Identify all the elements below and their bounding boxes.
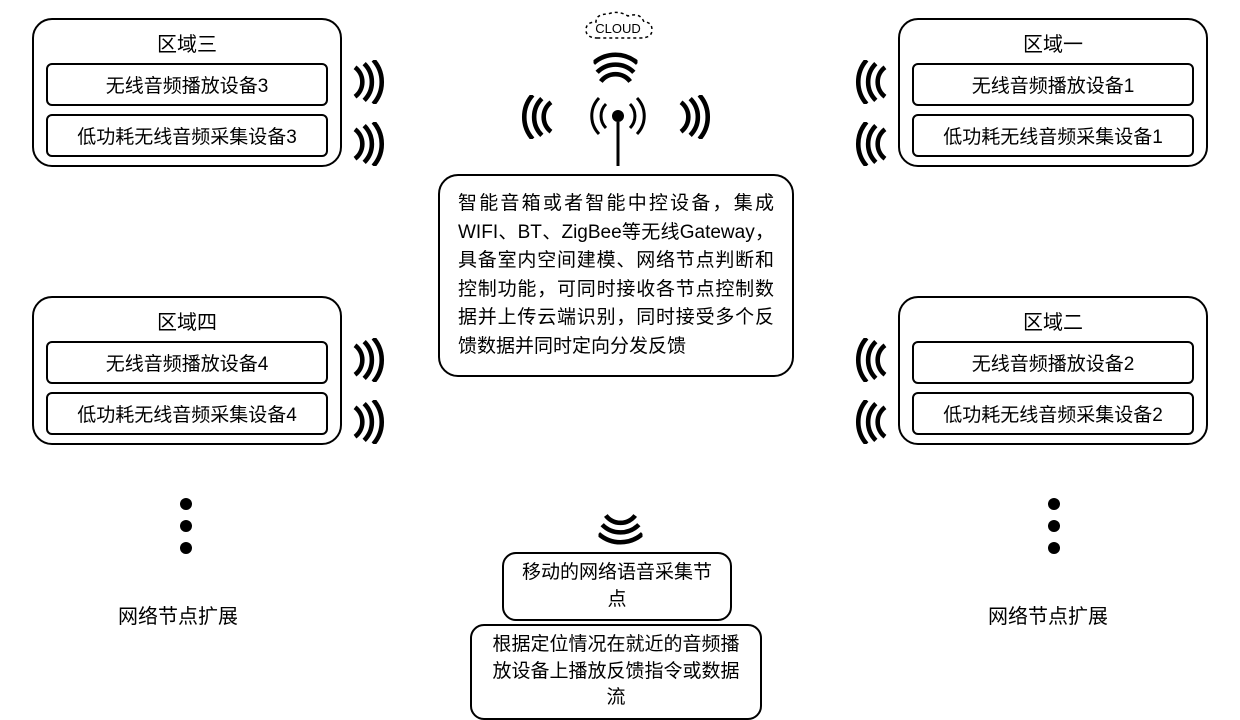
zone-3-device-1: 无线音频播放设备3 — [46, 63, 328, 106]
center-hub: 智能音箱或者智能中控设备，集成WIFI、BT、ZigBee等无线Gateway，… — [438, 174, 794, 377]
zone-3: 区域三 无线音频播放设备3 低功耗无线音频采集设备3 — [32, 18, 342, 167]
zone-4: 区域四 无线音频播放设备4 低功耗无线音频采集设备4 — [32, 296, 342, 445]
zone-1: 区域一 无线音频播放设备1 低功耗无线音频采集设备1 — [898, 18, 1208, 167]
zone-3-title: 区域三 — [46, 28, 328, 57]
wifi-icon — [346, 400, 386, 449]
zone-2-device-1: 无线音频播放设备2 — [912, 341, 1194, 384]
zone-1-device-1: 无线音频播放设备1 — [912, 63, 1194, 106]
zone-4-device-1: 无线音频播放设备4 — [46, 341, 328, 384]
zone-2-device-2: 低功耗无线音频采集设备2 — [912, 392, 1194, 435]
dots-right — [1048, 498, 1060, 554]
wifi-icon — [520, 95, 560, 144]
mobile-node: 移动的网络语音采集节点 — [502, 552, 732, 621]
antenna-icon — [588, 88, 648, 173]
zone-1-device-2: 低功耗无线音频采集设备1 — [912, 114, 1194, 157]
zone-4-title: 区域四 — [46, 306, 328, 335]
wifi-icon — [854, 60, 894, 109]
wifi-icon — [854, 400, 894, 449]
expand-label-left: 网络节点扩展 — [118, 600, 238, 629]
zone-2: 区域二 无线音频播放设备2 低功耗无线音频采集设备2 — [898, 296, 1208, 445]
bottom-note: 根据定位情况在就近的音频播放设备上播放反馈指令或数据流 — [470, 624, 762, 720]
cloud-icon: CLOUD — [578, 8, 658, 55]
wifi-icon — [346, 122, 386, 171]
zone-4-device-2: 低功耗无线音频采集设备4 — [46, 392, 328, 435]
cloud-label: CLOUD — [595, 21, 641, 36]
wifi-icon — [594, 51, 643, 91]
zone-1-title: 区域一 — [912, 28, 1194, 57]
zone-2-title: 区域二 — [912, 306, 1194, 335]
wifi-icon — [854, 338, 894, 387]
wifi-icon — [594, 507, 643, 547]
wifi-icon — [346, 60, 386, 109]
zone-3-device-2: 低功耗无线音频采集设备3 — [46, 114, 328, 157]
wifi-icon — [346, 338, 386, 387]
dots-left — [180, 498, 192, 554]
wifi-icon — [854, 122, 894, 171]
expand-label-right: 网络节点扩展 — [988, 600, 1108, 629]
wifi-icon — [672, 95, 712, 144]
